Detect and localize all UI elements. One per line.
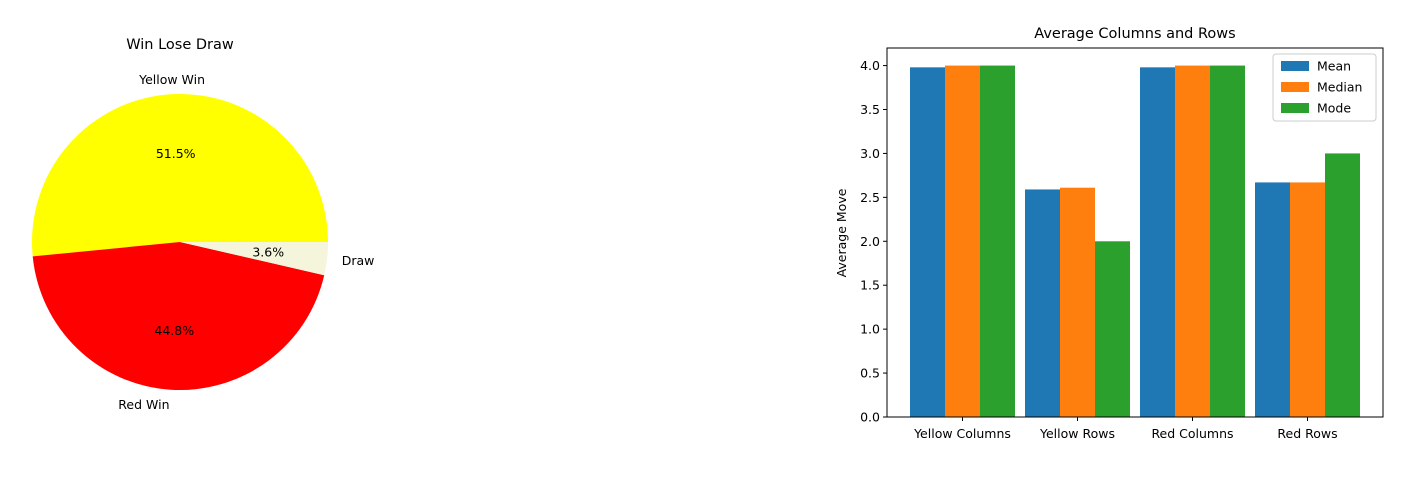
legend-label-median: Median	[1317, 80, 1362, 95]
y-tick-label: 0.5	[860, 366, 880, 381]
pie-chart-title: Win Lose Draw	[126, 37, 234, 53]
bar-mode-yellow-columns	[980, 65, 1015, 418]
y-tick-label: 0.0	[860, 410, 880, 425]
y-tick-label: 1.0	[860, 322, 880, 337]
y-tick-label: 1.5	[860, 278, 880, 293]
bar-mean-yellow-rows	[1025, 189, 1060, 417]
bar-median-red-rows	[1290, 182, 1325, 417]
y-tick-label: 2.5	[860, 190, 880, 205]
legend: Mean Median Mode	[1272, 53, 1377, 122]
x-tick-label-yellow-columns: Yellow Columns	[913, 426, 1011, 441]
pie-pct-red-win: 44.8%	[154, 323, 194, 338]
pie-labels: Yellow Win 51.5% Red Win 44.8% Draw 3.6%	[118, 72, 374, 412]
bar-mode-red-rows	[1325, 153, 1360, 417]
pie-label-draw: Draw	[342, 253, 375, 268]
y-axis-label: Average Move	[834, 188, 849, 277]
pie-slices	[32, 94, 328, 391]
y-axis: 0.0 0.5 1.0 1.5 2.0 2.5 3.0 3.5 4.0	[860, 58, 887, 425]
bar-mean-red-columns	[1140, 67, 1175, 417]
y-tick-label: 2.0	[860, 234, 880, 249]
y-tick-label: 3.0	[860, 146, 880, 161]
x-tick-label-red-rows: Red Rows	[1277, 426, 1337, 441]
bars	[910, 65, 1360, 418]
y-tick-label: 3.5	[860, 102, 880, 117]
bar-median-yellow-columns	[945, 65, 980, 418]
bar-mean-yellow-columns	[910, 67, 945, 417]
pie-chart: Win Lose Draw Yellow Win 51.5% Red Win 44.8…	[32, 37, 374, 412]
x-tick-label-red-columns: Red Columns	[1151, 426, 1233, 441]
pie-slice-yellow-win	[32, 94, 328, 257]
bar-mean-red-rows	[1255, 182, 1290, 417]
legend-swatch-median	[1281, 82, 1309, 92]
bar-chart-title: Average Columns and Rows	[1034, 26, 1235, 42]
pie-label-yellow-win: Yellow Win	[138, 72, 205, 87]
legend-label-mode: Mode	[1317, 101, 1351, 116]
legend-swatch-mode	[1281, 103, 1309, 113]
pie-slice-red-win	[32, 242, 325, 391]
bar-chart: Average Columns and Rows 0.0 0.5 1.0 1.5 2.0…	[834, 26, 1384, 441]
x-tick-label-yellow-rows: Yellow Rows	[1039, 426, 1115, 441]
legend-label-mean: Mean	[1317, 59, 1351, 74]
bar-median-red-columns	[1175, 65, 1210, 418]
bar-median-yellow-rows	[1060, 187, 1095, 417]
y-tick-label: 4.0	[860, 58, 880, 73]
pie-label-red-win: Red Win	[118, 397, 169, 412]
pie-pct-draw: 3.6%	[252, 245, 284, 260]
plot-frame	[886, 47, 1384, 418]
pie-pct-yellow-win: 51.5%	[156, 146, 196, 161]
bar-mode-yellow-rows	[1095, 241, 1130, 417]
pie-slice-draw	[180, 242, 328, 276]
legend-swatch-mean	[1281, 61, 1309, 71]
x-axis: Yellow Columns Yellow Rows Red Columns Red …	[913, 417, 1338, 441]
bar-mode-red-columns	[1210, 65, 1245, 418]
